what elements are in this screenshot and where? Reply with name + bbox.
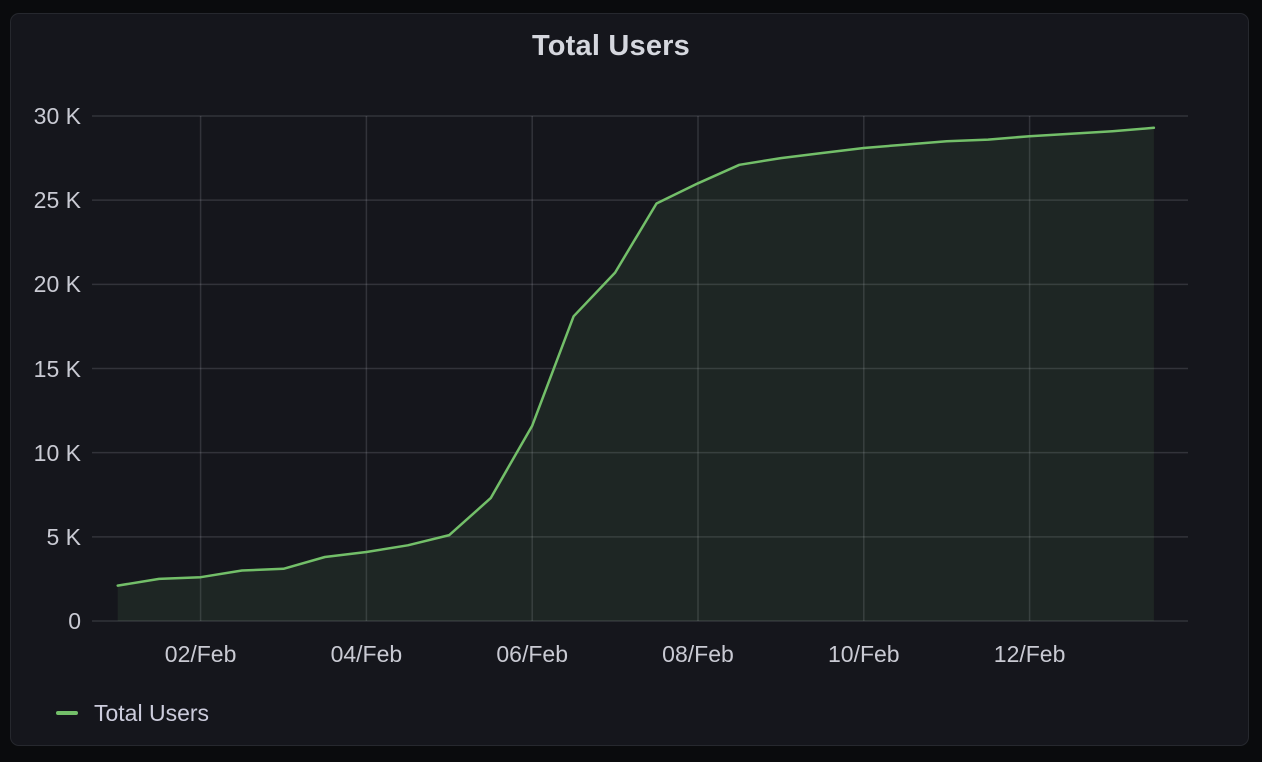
series-color-dash-icon: [56, 711, 78, 715]
y-axis-tick-label: 0: [68, 608, 81, 634]
legend: Total Users: [56, 698, 209, 728]
y-axis-tick-label: 5 K: [46, 523, 81, 550]
series-line: [116, 126, 1156, 587]
y-axis-tick-label: 10 K: [33, 439, 81, 466]
panel-header[interactable]: Total Users: [11, 28, 1211, 64]
y-axis-tick-label: 30 K: [33, 103, 81, 129]
total-users-chart[interactable]: [11, 14, 1249, 745]
x-axis-tick-label: 08/Feb: [662, 641, 734, 667]
y-axis-tick-label: 25 K: [33, 187, 81, 214]
x-axis-tick-label: 02/Feb: [164, 641, 237, 667]
x-axis-tick-label: 04/Feb: [330, 641, 403, 667]
panel-title: Total Users: [532, 29, 690, 62]
total-users-panel: Total Users 0 5 K 10 K 15 K 20 K 25 K 30 K 02/F…: [10, 13, 1249, 746]
grid-lines: [92, 115, 1188, 622]
series-area-fill: [117, 127, 1154, 622]
x-axis-tick-label: 06/Feb: [496, 641, 568, 667]
y-axis-tick-label: 20 K: [33, 271, 81, 298]
y-axis-tick-label: 15 K: [33, 355, 81, 382]
time-series-plot-area[interactable]: 0 5 K 10 K 15 K 20 K 25 K 30 K 02/Feb 04/Feb 06/F…: [11, 14, 1249, 745]
x-axis-tick-label: 10/Feb: [827, 641, 900, 667]
legend-item-label: Total Users: [94, 699, 210, 726]
legend-item-total-users[interactable]: Total Users: [56, 700, 209, 727]
x-axis-tick-label: 12/Feb: [993, 641, 1066, 667]
